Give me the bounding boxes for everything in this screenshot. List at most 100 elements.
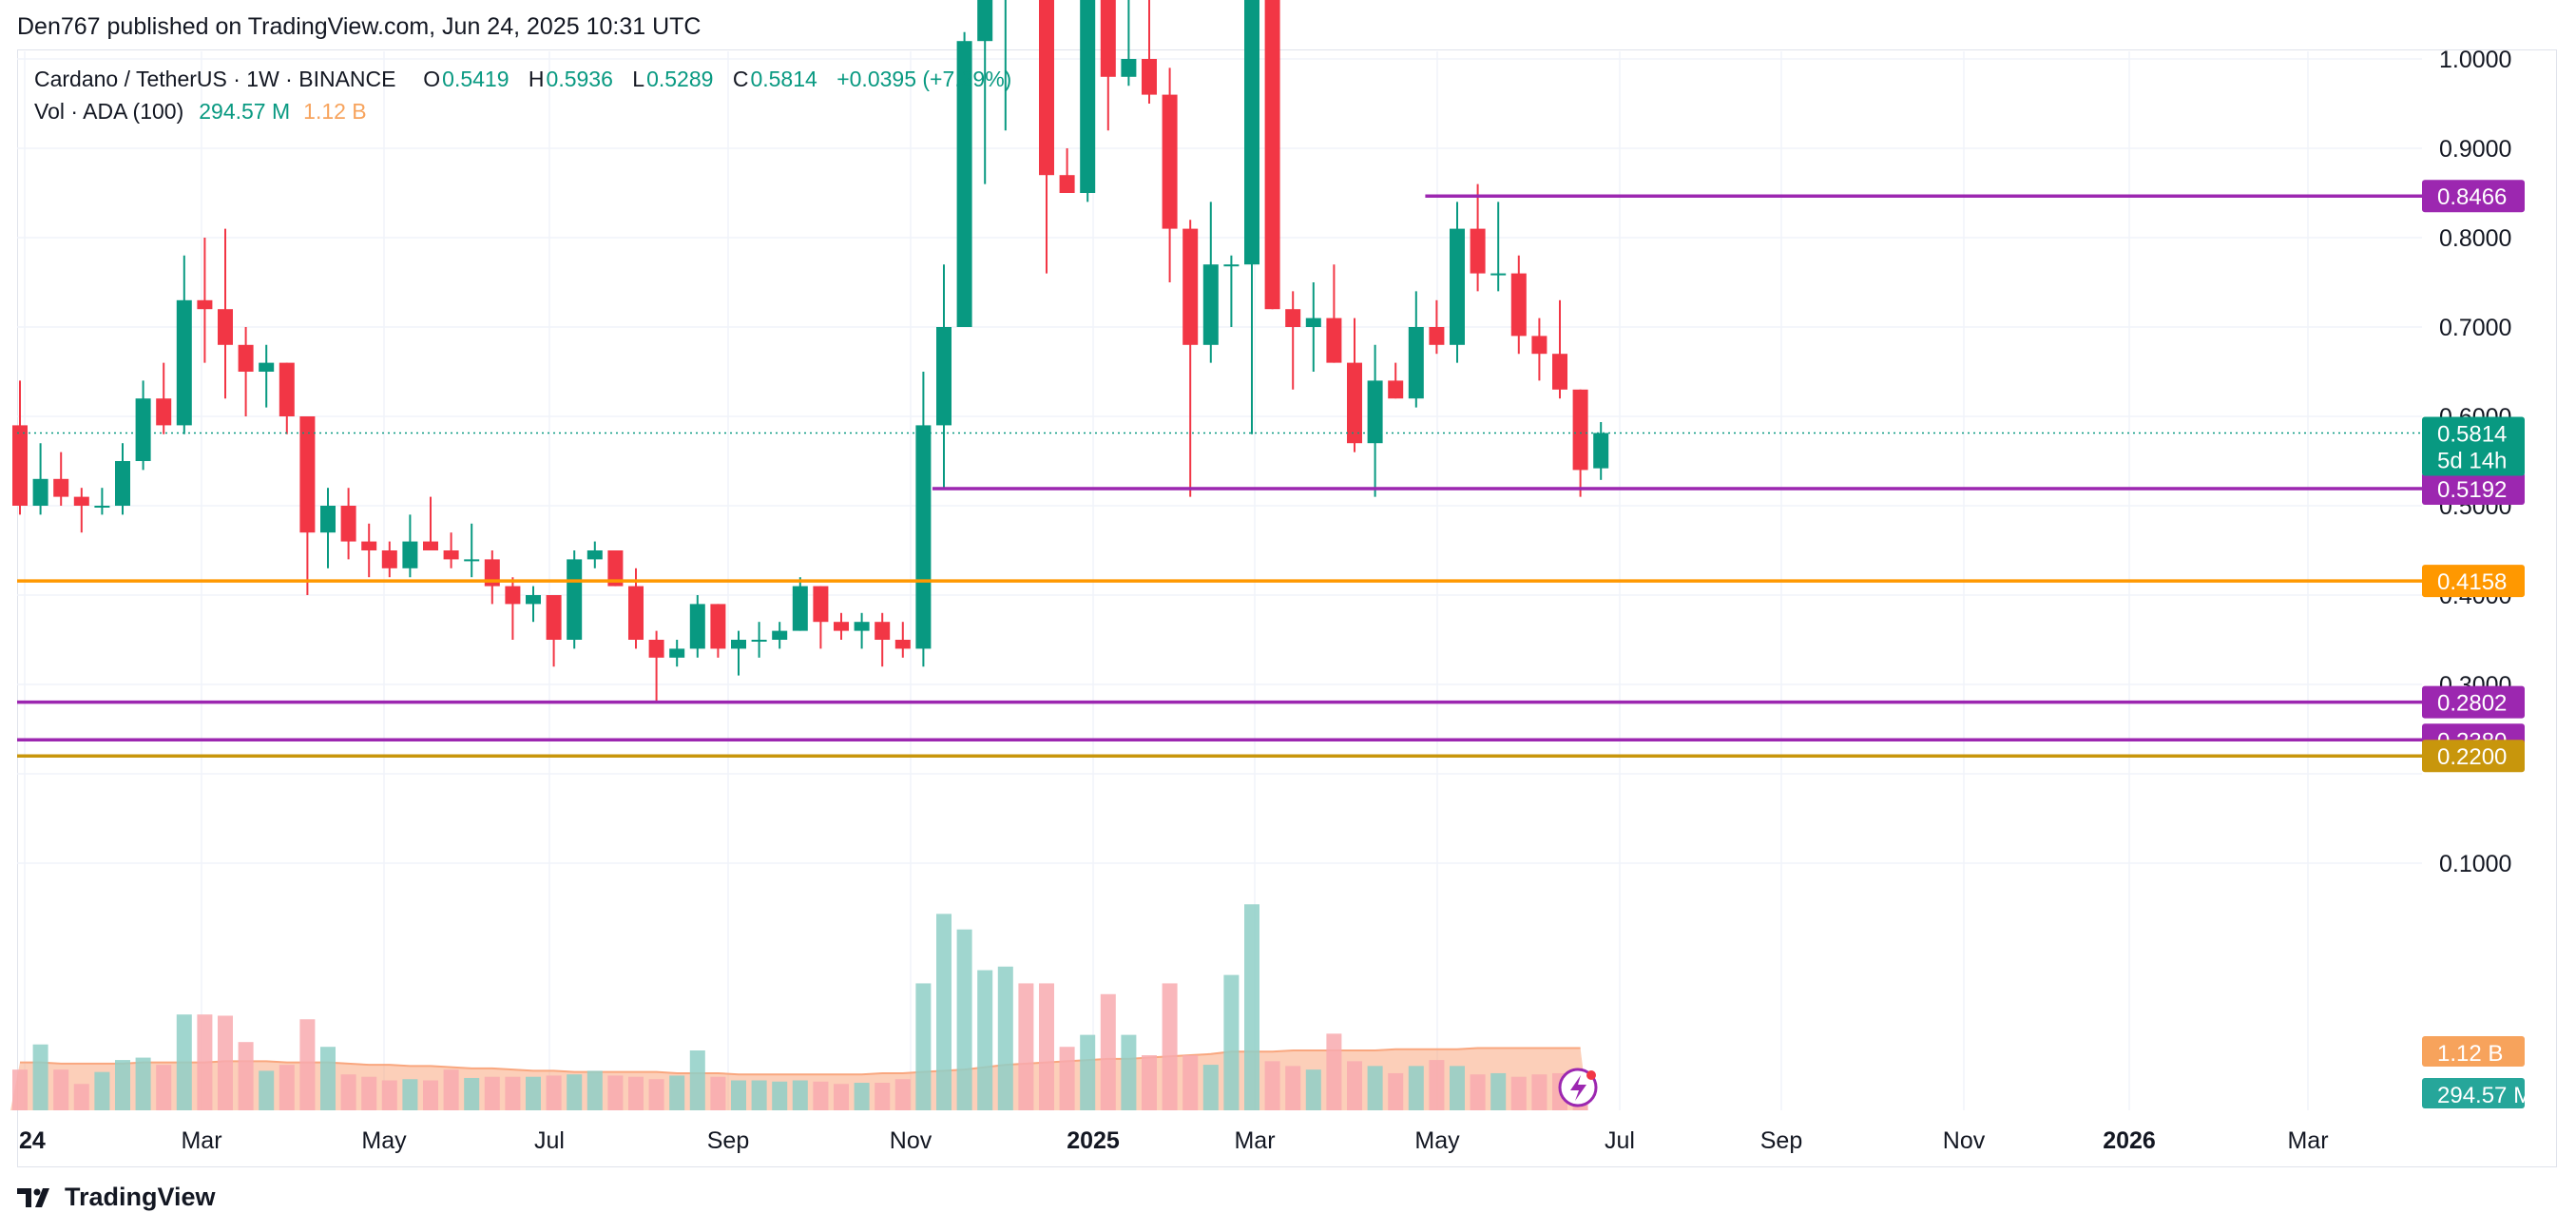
candle xyxy=(669,640,685,667)
candle-body xyxy=(32,478,48,506)
candle-body xyxy=(875,622,891,640)
candle xyxy=(977,0,993,184)
candle xyxy=(238,327,254,416)
badge-text: 5d 14h xyxy=(2437,448,2507,473)
volume-bar xyxy=(1367,1066,1383,1110)
volume-bar xyxy=(1429,1060,1445,1110)
tradingview-logo-icon xyxy=(17,1187,49,1207)
candle-body xyxy=(1244,0,1259,265)
tradingview-footer[interactable]: TradingView xyxy=(17,1183,216,1212)
volume-bar xyxy=(1039,983,1054,1110)
time-tick-label: Nov xyxy=(1943,1127,1986,1154)
volume-average-line xyxy=(20,1047,1581,1076)
symbol-legend[interactable]: Cardano / TetherUS · 1W · BINANCE O0.541… xyxy=(34,67,1025,92)
candle-body xyxy=(689,604,705,649)
candle xyxy=(197,238,213,363)
volume-bar xyxy=(361,1076,377,1110)
candle-body xyxy=(1100,0,1116,77)
candle xyxy=(834,612,849,640)
volume-bar xyxy=(1305,1069,1321,1110)
legend-volume-label[interactable]: Vol · ADA (100) xyxy=(34,99,184,124)
time-axis: 24 Mar May Jul Sep Nov 2025 Mar May Jul Sep Nov 2026… xyxy=(19,1127,2329,1154)
volume-bar xyxy=(1408,1066,1424,1110)
volume-bar xyxy=(1018,983,1034,1110)
legend-open-key: O xyxy=(423,67,441,91)
candle xyxy=(1182,220,1199,497)
volume-bar xyxy=(156,1065,172,1110)
volume-bar xyxy=(402,1079,418,1110)
candle-body xyxy=(628,586,644,640)
volume-bar xyxy=(197,1014,213,1110)
candle-body xyxy=(1305,318,1321,327)
legend-open-value: 0.5419 xyxy=(442,67,509,91)
candle xyxy=(340,488,356,560)
candle xyxy=(894,622,911,658)
badge-bg xyxy=(2422,1078,2525,1108)
candle xyxy=(53,452,69,506)
candle-body xyxy=(423,541,438,550)
candle xyxy=(1285,291,1301,390)
candle xyxy=(751,622,767,658)
volume-bar xyxy=(1202,1065,1219,1110)
volume-bar xyxy=(546,1075,562,1110)
volume-bar xyxy=(915,983,932,1110)
candle-body xyxy=(1162,94,1178,229)
chart-frame[interactable] xyxy=(17,49,2557,1167)
legend-symbol[interactable]: Cardano / TetherUS · 1W · BINANCE xyxy=(34,67,396,91)
price-tick-label: 0.1000 xyxy=(2439,851,2511,877)
candle-body xyxy=(505,586,521,605)
candle xyxy=(1100,0,1116,131)
volume-current-badge: 294.57 M xyxy=(2422,1078,2532,1108)
candle-body xyxy=(546,595,562,640)
candle-body xyxy=(299,416,316,533)
candle xyxy=(1004,0,1007,131)
volume-bar xyxy=(1264,1061,1280,1110)
volume-bar xyxy=(299,1019,316,1110)
candle-body xyxy=(936,327,952,426)
candle-body xyxy=(135,398,151,461)
legend-low-key: L xyxy=(632,67,645,91)
candle xyxy=(1408,291,1424,408)
legend-close-key: C xyxy=(732,67,749,91)
volume-bar xyxy=(997,966,1013,1110)
tradingview-brand: TradingView xyxy=(65,1183,216,1211)
candle xyxy=(567,550,583,649)
volume-bar xyxy=(1121,1034,1137,1110)
lightning-icon[interactable] xyxy=(1558,1068,1598,1107)
candle xyxy=(586,541,603,568)
volume-legend[interactable]: Vol · ADA (100) 294.57 M 1.12 B xyxy=(34,99,367,125)
legend-volume-avg: 1.12 B xyxy=(303,99,367,124)
candle-body xyxy=(443,550,459,560)
volume-bar xyxy=(176,1014,192,1110)
volume-bar xyxy=(1162,983,1178,1110)
candle xyxy=(710,604,726,658)
candle xyxy=(135,380,151,471)
candle xyxy=(94,488,110,515)
candle xyxy=(915,372,932,667)
candle-body xyxy=(1039,0,1054,176)
legend-high-value: 0.5936 xyxy=(546,67,613,91)
candle-body xyxy=(710,604,726,649)
candle-body xyxy=(607,550,624,587)
volume-bar xyxy=(772,1081,788,1110)
volume-bar xyxy=(238,1042,254,1110)
badge-text: 0.8466 xyxy=(2437,184,2507,210)
candle-body xyxy=(320,506,336,533)
candle-body xyxy=(1367,380,1383,444)
legend-volume-value: 294.57 M xyxy=(199,99,291,124)
candle xyxy=(772,622,788,649)
candle-body xyxy=(915,425,932,649)
candle-body xyxy=(115,461,130,506)
candle xyxy=(115,443,130,515)
candle-body xyxy=(1326,318,1342,363)
candle xyxy=(320,488,336,568)
volume-bar xyxy=(1142,1055,1157,1110)
volume-bar xyxy=(320,1047,336,1110)
volume-bar xyxy=(936,914,952,1110)
volume-bar xyxy=(1059,1047,1075,1110)
candle-body xyxy=(567,559,583,640)
volume-bar xyxy=(1510,1076,1527,1110)
volume-bar xyxy=(279,1065,295,1110)
